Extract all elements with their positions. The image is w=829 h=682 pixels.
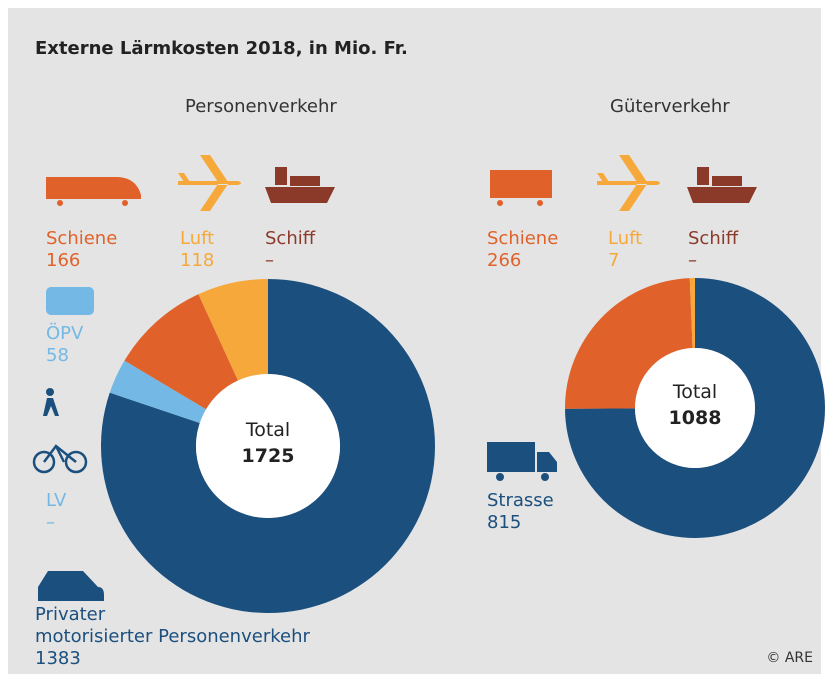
- donut-segment: [124, 294, 238, 410]
- icon-walker: [43, 388, 59, 416]
- category-label: ÖPV: [46, 323, 84, 344]
- value-label: 266: [487, 250, 522, 271]
- donut-segment: [565, 278, 826, 538]
- category-label: Schiff: [265, 228, 316, 249]
- icon-ship-2: [687, 167, 757, 203]
- category-label: LV: [46, 490, 67, 511]
- icon-wagon: [490, 170, 552, 206]
- donut-segment: [198, 279, 268, 381]
- value-label: 7: [608, 250, 620, 271]
- icon-ship: [265, 167, 335, 203]
- category-label: Schiene: [487, 228, 559, 249]
- pie-title: Personenverkehr: [185, 96, 337, 117]
- value-label: 58: [46, 345, 69, 366]
- category-label: Schiene: [46, 228, 118, 249]
- donut-hole: [196, 374, 340, 518]
- icon-plane-2: [597, 155, 660, 211]
- value-label: 118: [180, 250, 215, 271]
- value-label: 1383: [35, 648, 81, 669]
- value-label: –: [688, 250, 697, 271]
- category-label: Luft: [608, 228, 643, 249]
- donut-hole: [635, 348, 755, 468]
- total-value: 1725: [242, 445, 295, 467]
- value-label: 815: [487, 512, 522, 533]
- icon-car: [38, 571, 104, 601]
- icon-truck: [487, 442, 557, 481]
- value-label: 166: [46, 250, 81, 271]
- value-label: –: [46, 512, 55, 533]
- total-label: Total: [672, 381, 717, 403]
- total-label: Total: [245, 419, 290, 441]
- title: Externe Lärmkosten 2018, in Mio. Fr.: [35, 38, 408, 59]
- icon-train: [46, 177, 141, 206]
- icon-tram: [46, 287, 94, 315]
- total-value: 1088: [669, 407, 722, 429]
- category-label: Strasse: [487, 490, 554, 511]
- value-label: –: [265, 250, 274, 271]
- donut-segment: [100, 279, 436, 613]
- pie-title: Güterverkehr: [610, 96, 730, 117]
- category-label: Schiff: [688, 228, 739, 249]
- credit: © ARE: [766, 650, 813, 666]
- donut-segment: [689, 278, 695, 349]
- icon-plane: [178, 155, 241, 211]
- category-label: Privater motorisierter Personenverkehr: [35, 604, 310, 647]
- donut-segment: [109, 360, 207, 424]
- category-label: Luft: [180, 228, 215, 249]
- donut-segment: [565, 278, 693, 409]
- icon-bike: [32, 444, 88, 474]
